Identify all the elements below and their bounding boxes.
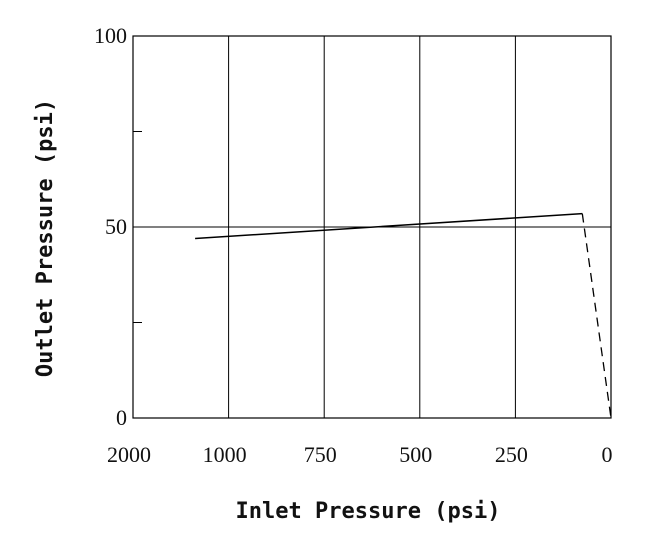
y-tick-label: 100 xyxy=(94,23,127,48)
x-tick-label: 0 xyxy=(602,442,613,467)
x-axis-title: Inlet Pressure (psi) xyxy=(236,499,501,524)
dashed-series-line xyxy=(581,213,612,419)
y-tick-label: 0 xyxy=(116,405,127,430)
solid-series-line xyxy=(195,212,583,240)
x-tick-labels: 2000 1000 750 500 250 0 xyxy=(107,442,613,467)
y-tick-label: 50 xyxy=(105,214,127,239)
x-tick-label: 2000 xyxy=(107,442,151,467)
x-tick-label: 1000 xyxy=(203,442,247,467)
x-tick-label: 750 xyxy=(304,442,337,467)
y-axis-title: Outlet Pressure (psi) xyxy=(33,99,58,377)
plot-frame xyxy=(132,35,612,419)
x-tick-label: 250 xyxy=(495,442,528,467)
series-layer xyxy=(195,212,612,419)
tick-layer xyxy=(133,131,142,323)
x-tick-label: 500 xyxy=(399,442,432,467)
y-tick-labels: 0 50 100 xyxy=(94,23,127,430)
